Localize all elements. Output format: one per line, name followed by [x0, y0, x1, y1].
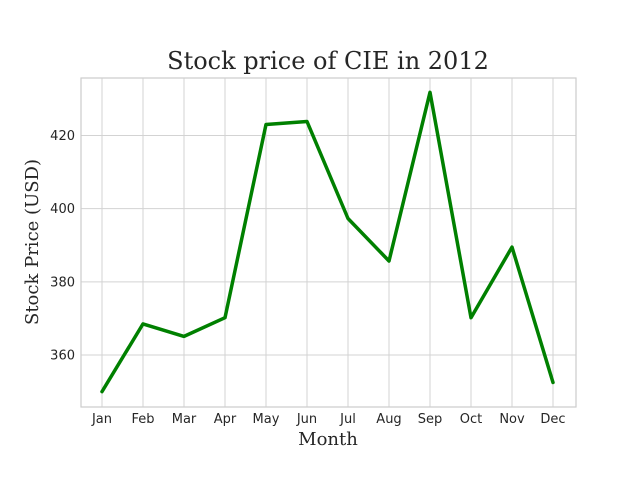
series-line	[100, 90, 555, 394]
y-tick-label: 380	[50, 275, 75, 290]
grid	[81, 78, 576, 407]
chart-title: Stock price of CIE in 2012	[167, 47, 489, 75]
y-tick-labels: 360 380 400 420	[50, 129, 75, 364]
y-tick-label: 420	[50, 129, 75, 144]
x-tick-label: May	[253, 412, 280, 427]
y-tick-label: 400	[50, 202, 75, 217]
x-tick-label: Apr	[214, 412, 237, 427]
series-layer	[100, 90, 555, 394]
x-tick-label: Aug	[376, 412, 401, 427]
plot-frame	[80, 77, 577, 408]
x-tick-label: Jun	[296, 412, 317, 427]
x-tick-label: Mar	[172, 412, 197, 427]
x-tick-label: Jul	[339, 412, 356, 427]
x-tick-label: Dec	[540, 412, 565, 427]
x-tick-label: Jan	[91, 412, 112, 427]
x-tick-label: Feb	[131, 412, 154, 427]
y-axis-label: Stock Price (USD)	[22, 159, 43, 325]
y-tick-label: 360	[50, 349, 75, 364]
x-tick-labels: Jan Feb Mar Apr May Jun Jul Aug Sep Oct Nov Dec	[91, 412, 566, 427]
x-axis-label: Month	[298, 429, 358, 450]
x-tick-label: Nov	[499, 412, 525, 427]
x-tick-label: Sep	[418, 412, 443, 427]
x-tick-label: Oct	[460, 412, 482, 427]
